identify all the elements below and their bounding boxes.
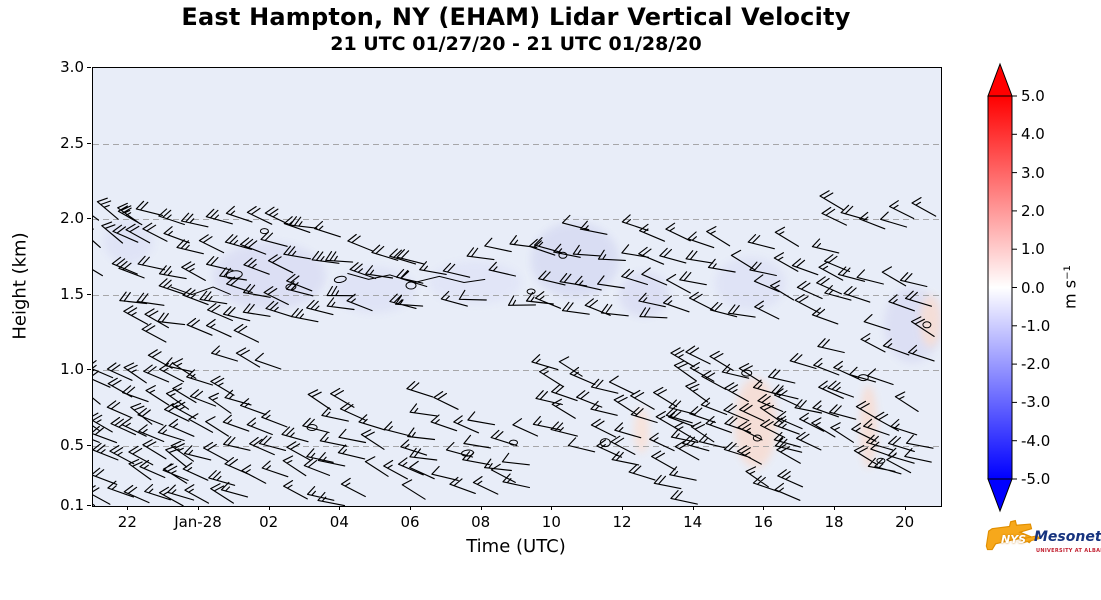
colorbar-gradient <box>987 95 1013 480</box>
colorbar-tick-label: -3.0 <box>1021 393 1051 412</box>
velocity-contour <box>509 439 518 446</box>
colorbar-tick-label: 2.0 <box>1021 201 1045 220</box>
x-tick-label: 06 <box>400 513 420 531</box>
y-tick-mark <box>87 444 91 446</box>
velocity-contour <box>558 251 568 259</box>
velocity-contour-line <box>347 272 486 284</box>
colorbar-tick-label: -1.0 <box>1021 316 1051 335</box>
x-tick-label: Jan-28 <box>174 513 222 531</box>
horizontal-gridline <box>93 370 941 372</box>
y-tick-label: 1.5 <box>60 284 84 303</box>
colorbar-tick-label: 4.0 <box>1021 125 1045 144</box>
velocity-contour <box>405 281 417 290</box>
x-tick-mark <box>268 506 270 510</box>
x-tick-label: 08 <box>471 513 491 531</box>
velocity-contour <box>741 369 753 377</box>
velocity-contour <box>225 270 243 280</box>
y-tick-mark <box>87 142 91 144</box>
y-tick-mark <box>87 505 91 506</box>
y-tick-mark <box>87 293 91 295</box>
colorbar-tick-label: 0.0 <box>1021 278 1045 297</box>
velocity-contour <box>461 449 474 457</box>
velocity-contour <box>876 457 886 464</box>
colorbar-unit-label: m s⁻¹ <box>1060 265 1080 309</box>
velocity-contour <box>599 438 611 448</box>
velocity-contour <box>285 283 297 291</box>
colorbar-tick-label: 1.0 <box>1021 240 1045 259</box>
velocity-contour <box>259 228 269 235</box>
y-tick-label: 3.0 <box>60 58 84 76</box>
x-tick-mark <box>339 506 341 510</box>
wind-barbs-layer <box>93 190 937 506</box>
x-tick-mark <box>763 506 765 510</box>
x-tick-mark <box>480 506 482 510</box>
x-axis-label: Time (UTC) <box>466 536 566 557</box>
velocity-contour-line <box>170 286 231 296</box>
x-tick-mark <box>834 506 835 510</box>
plot-area <box>92 67 942 507</box>
x-tick-label: 02 <box>259 513 279 531</box>
colorbar-tick-label: -2.0 <box>1021 355 1051 374</box>
velocity-contour <box>306 424 318 431</box>
colorbar-tick-label: 5.0 <box>1021 87 1045 105</box>
x-tick-label: 12 <box>612 513 632 531</box>
colorbar-tick-label: 3.0 <box>1021 163 1045 182</box>
x-tick-mark <box>904 506 906 510</box>
horizontal-gridline <box>93 219 941 221</box>
velocity-contour <box>857 374 869 382</box>
y-tick-label: 2.0 <box>60 209 84 228</box>
colorbar-tick-label: -4.0 <box>1021 431 1051 450</box>
y-tick-label: 0.5 <box>60 435 84 454</box>
velocity-contour <box>752 434 762 442</box>
x-tick-label: 20 <box>895 513 915 531</box>
x-tick-label: 18 <box>824 513 844 531</box>
velocity-shade-patch <box>213 241 327 310</box>
y-tick-label: 2.5 <box>60 133 84 152</box>
horizontal-gridline <box>93 294 941 296</box>
velocity-contour <box>922 321 932 329</box>
y-tick-label: 1.0 <box>60 360 84 379</box>
velocity-contour <box>526 288 536 295</box>
y-tick-mark <box>87 67 91 68</box>
x-tick-label: 22 <box>117 513 137 531</box>
x-tick-mark <box>692 506 694 510</box>
x-tick-mark <box>551 506 553 510</box>
x-tick-label: 10 <box>541 513 561 531</box>
y-axis-label: Height (km) <box>9 232 31 340</box>
chart-title: East Hampton, NY (EHAM) Lidar Vertical V… <box>181 3 851 31</box>
x-tick-label: 16 <box>753 513 773 531</box>
horizontal-gridline <box>93 143 941 145</box>
wind-barbs-path <box>93 190 937 506</box>
colorbar-arrow-bottom <box>987 478 1013 513</box>
y-tick-label: 0.1 <box>60 496 84 514</box>
colorbar <box>987 62 1017 513</box>
chart-subtitle: 21 UTC 01/27/20 - 21 UTC 01/28/20 <box>330 33 702 55</box>
velocity-shade-patch <box>919 294 941 348</box>
x-tick-mark <box>410 506 411 510</box>
logo-tagline: UNIVERSITY AT ALBANY <box>1036 548 1101 554</box>
nys-mesonet-logo: NYS Mesonet UNIVERSITY AT ALBANY <box>984 512 1101 580</box>
x-tick-mark <box>198 506 199 510</box>
logo-mesonet-text: Mesonet <box>1034 529 1101 545</box>
colorbar-tick-label: -5.0 <box>1021 470 1051 488</box>
ny-state-icon <box>985 519 1041 551</box>
velocity-contour <box>333 275 347 284</box>
y-tick-mark <box>87 369 91 371</box>
x-tick-label: 04 <box>329 513 349 531</box>
x-tick-mark <box>127 506 129 510</box>
x-tick-mark <box>622 506 623 510</box>
x-tick-label: 14 <box>683 513 703 531</box>
logo-nys-text: NYS <box>1001 533 1027 546</box>
y-tick-mark <box>87 218 91 220</box>
velocity-shade-patch <box>714 256 786 310</box>
colorbar-arrow-top <box>987 62 1013 97</box>
